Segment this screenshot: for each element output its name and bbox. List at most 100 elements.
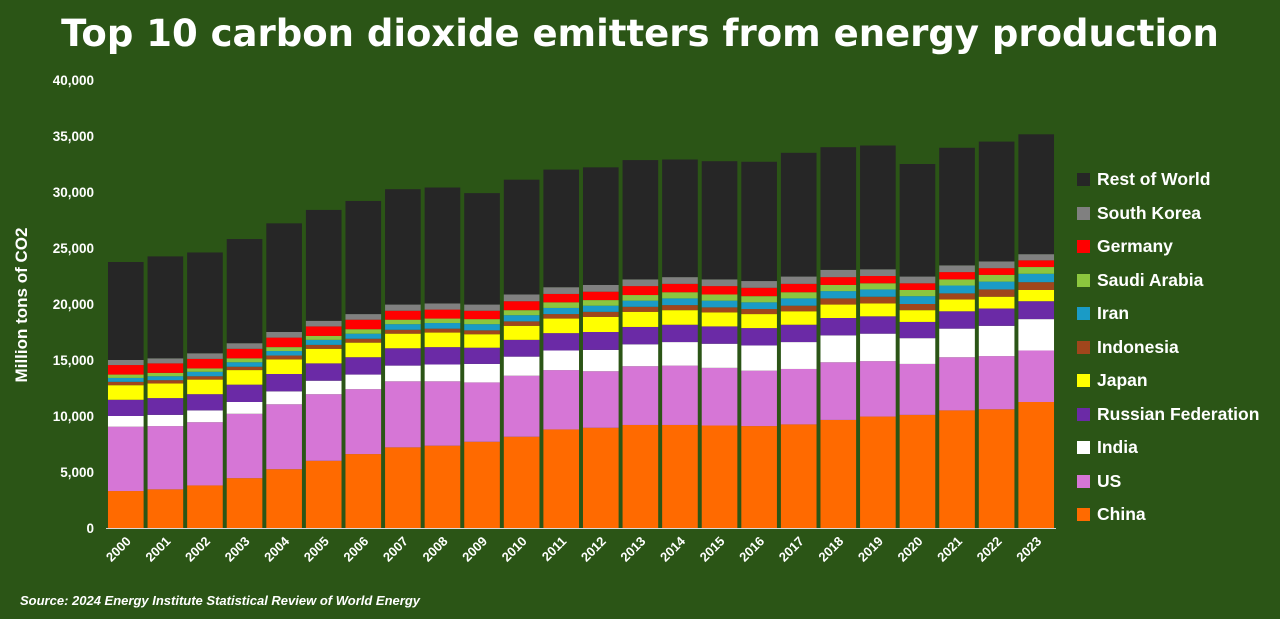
bar-india-2018 [820,335,857,363]
y-tick-label: 10,000 [53,409,94,424]
bar-us-2010 [503,375,540,437]
bar-indonesia-2011 [543,314,580,319]
bar-china-2011 [543,429,580,528]
legend-swatch [1077,206,1090,220]
x-tick-label: 2011 [539,534,570,565]
bar-rest-of-world-2003 [226,239,263,344]
bar-south-korea-2019 [860,269,896,276]
bar-south-korea-2014 [662,277,698,284]
legend-label: Russian Federation [1097,403,1260,424]
bar-south-korea-2012 [582,284,619,292]
bar-us-2020 [899,363,936,415]
y-tick-label: 30,000 [53,185,94,200]
bar-india-2013 [622,344,659,367]
bar-indonesia-2022 [978,289,1015,297]
bar-saudi-arabia-2002 [187,368,223,372]
bar-us-2004 [266,404,302,470]
bar-india-2021 [939,328,975,358]
bar-russian-federation-2001 [147,398,184,415]
bar-us-2006 [345,389,382,455]
bar-rest-of-world-2011 [543,169,580,288]
bar-russian-federation-2023 [1018,301,1055,320]
bar-india-2014 [662,342,698,366]
bar-us-2017 [780,368,817,425]
bar-south-korea-2008 [424,303,461,310]
bar-germany-2018 [820,277,857,285]
bar-russian-federation-2007 [385,348,421,366]
y-tick-label: 25,000 [53,241,94,256]
bar-rest-of-world-2018 [820,147,857,270]
y-tick-label: 40,000 [53,73,94,88]
bar-rest-of-world-2001 [147,256,184,359]
bar-indonesia-2009 [464,330,500,335]
bar-germany-2017 [780,283,817,293]
bar-germany-2009 [464,310,500,320]
bar-south-korea-2015 [701,279,738,287]
bar-japan-2008 [424,332,461,348]
bar-us-2005 [305,394,342,461]
bar-india-2008 [424,364,461,382]
bar-us-2002 [187,422,223,486]
bar-russian-federation-2003 [226,384,263,402]
bar-iran-2022 [978,281,1015,290]
bar-russian-federation-2013 [622,326,659,345]
y-axis-label: Million tons of CO2 [12,227,31,383]
bar-south-korea-2000 [107,360,144,366]
bar-china-2000 [107,491,144,528]
bar-us-2009 [464,382,500,442]
bar-china-2010 [503,436,540,528]
bar-south-korea-2005 [305,320,342,327]
bar-indonesia-2023 [1018,282,1055,290]
bar-india-2011 [543,350,580,371]
bar-rest-of-world-2020 [899,164,936,277]
bar-saudi-arabia-2014 [662,292,698,299]
bar-indonesia-2005 [305,344,342,349]
bar-india-2015 [701,343,738,368]
x-tick-label: 2019 [855,534,886,565]
bar-germany-2007 [385,310,421,320]
bar-russian-federation-2020 [899,321,936,339]
bar-us-2013 [622,366,659,425]
x-tick-label: 2016 [736,534,767,565]
bar-saudi-arabia-2013 [622,295,659,301]
legend-item-china: China [1077,498,1259,532]
bar-russian-federation-2012 [582,332,619,350]
legend-label: Rest of World [1097,169,1211,190]
bar-us-2001 [147,426,184,490]
bar-south-korea-2009 [464,304,500,311]
bar-saudi-arabia-2004 [266,347,302,352]
bar-japan-2001 [147,383,184,399]
bar-germany-2010 [503,301,540,311]
bar-india-2000 [107,416,144,427]
legend-item-rest-of-world: Rest of World [1077,163,1259,197]
x-tick-label: 2003 [222,534,253,565]
legend-swatch [1077,374,1090,388]
bar-germany-2012 [582,291,619,301]
legend-swatch [1077,173,1090,187]
bar-russian-federation-2008 [424,347,461,365]
bar-japan-2012 [582,316,619,332]
bar-india-2019 [860,333,896,362]
bar-saudi-arabia-2003 [226,358,263,363]
bar-russian-federation-2009 [464,347,500,364]
x-tick-label: 2010 [499,534,530,565]
bar-india-2017 [780,342,817,369]
x-tick-label: 2018 [815,534,846,565]
bar-russian-federation-2004 [266,374,302,392]
x-tick-label: 2017 [776,534,807,565]
bar-indonesia-2018 [820,298,857,305]
bar-saudi-arabia-2016 [741,296,777,303]
bar-iran-2003 [226,362,263,367]
bar-russian-federation-2010 [503,339,540,357]
bar-russian-federation-2016 [741,328,777,346]
bar-china-2018 [820,419,857,528]
bar-indonesia-2004 [266,355,302,360]
bar-us-2012 [582,371,619,428]
bar-russian-federation-2011 [543,333,580,351]
x-tick-label: 2013 [617,534,648,565]
bar-india-2005 [305,380,342,395]
bar-indonesia-2017 [780,305,817,312]
bar-south-korea-2021 [939,265,975,273]
bar-saudi-arabia-2005 [305,335,342,340]
